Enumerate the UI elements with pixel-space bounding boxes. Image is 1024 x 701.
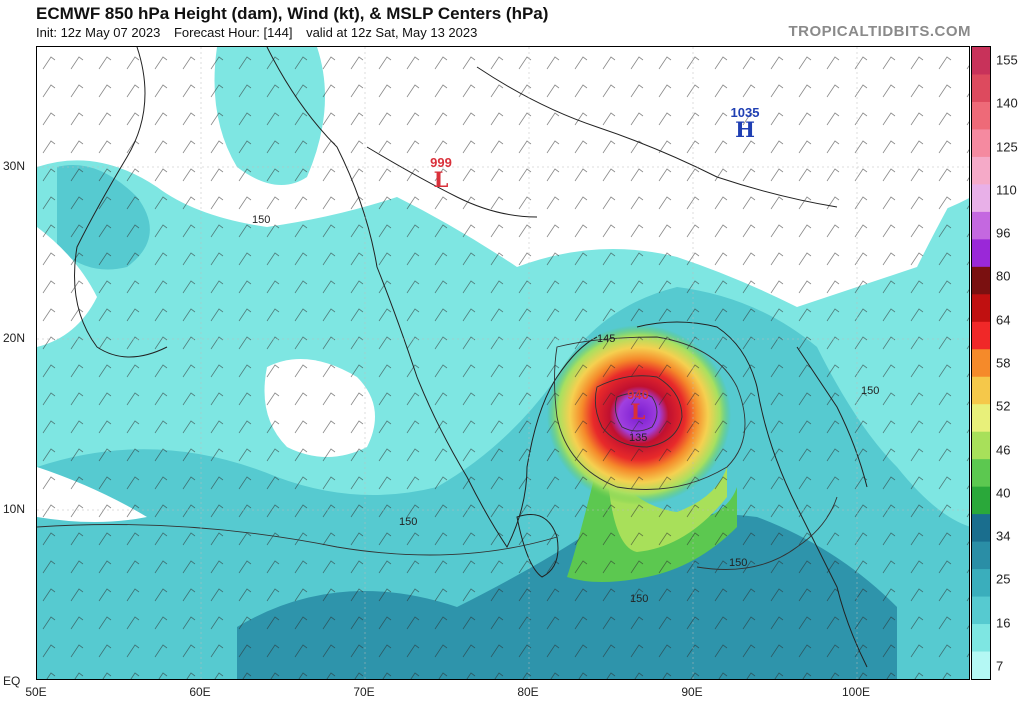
colorbar-swatch xyxy=(972,541,990,570)
colorbar-tick-label: 96 xyxy=(996,225,1011,241)
colorbar-swatch xyxy=(972,129,990,158)
colorbar-tick-label: 80 xyxy=(996,268,1011,284)
colorbar-swatch xyxy=(972,211,990,240)
map-canvas xyxy=(37,47,969,679)
colorbar-tick-label: 140 xyxy=(996,95,1018,111)
map-header: ECMWF 850 hPa Height (dam), Wind (kt), &… xyxy=(0,0,1024,46)
colorbar-tick-label: 34 xyxy=(996,528,1011,544)
height-contours xyxy=(37,336,838,570)
colorbar-tick-label: 155 xyxy=(996,52,1018,68)
pressure-value: 999 xyxy=(430,155,452,170)
colorbar-tick-label: 40 xyxy=(996,485,1011,501)
contour-label: 150 xyxy=(630,593,649,605)
colorbar-tick-label: 25 xyxy=(996,571,1011,587)
contour-label: 145 xyxy=(597,333,616,345)
lon-label-60e: 60E xyxy=(189,685,211,699)
coastlines xyxy=(74,47,868,668)
colorbar-swatch xyxy=(972,266,990,295)
colorbar-tick-label: 64 xyxy=(996,312,1011,328)
lat-label-10n: 10N xyxy=(3,502,26,516)
colorbar-swatch xyxy=(972,294,990,323)
colorbar-swatch xyxy=(972,431,990,460)
high-symbol: H xyxy=(735,117,755,142)
colorbar-tick-label: 7 xyxy=(996,658,1004,674)
colorbar-swatch xyxy=(972,651,990,679)
map-panel xyxy=(36,46,970,680)
colorbar-swatches xyxy=(972,47,990,679)
high-pressure-center-tibet: 1035 H xyxy=(731,106,760,140)
colorbar-tick-label: 46 xyxy=(996,442,1011,458)
lon-label-70e: 70E xyxy=(353,685,375,699)
init-time: Init: 12z May 07 2023 xyxy=(36,25,161,40)
contour-label: 150 xyxy=(252,214,271,226)
low-pressure-center-india: 999 L xyxy=(430,156,452,190)
colorbar-swatch xyxy=(972,156,990,185)
pressure-value: 1035 xyxy=(730,105,760,120)
colorbar-swatch xyxy=(972,321,990,350)
pressure-value: 940 xyxy=(627,387,649,402)
colorbar-swatch xyxy=(972,74,990,103)
contour-label: 135 xyxy=(629,432,648,444)
colorbar-tick-label: 16 xyxy=(996,615,1011,631)
colorbar-swatch xyxy=(972,569,990,598)
low-symbol: L xyxy=(630,399,646,424)
colorbar-swatch xyxy=(972,239,990,268)
cyclone-low-center: 940 L xyxy=(627,388,649,422)
map-subtitle: Init: 12z May 07 2023 Forecast Hour: [14… xyxy=(36,25,487,40)
low-symbol: L xyxy=(433,167,449,192)
colorbar-swatch xyxy=(972,486,990,515)
map-title: ECMWF 850 hPa Height (dam), Wind (kt), &… xyxy=(36,4,549,23)
lat-label-eq: EQ xyxy=(3,674,21,688)
colorbar-swatch xyxy=(972,404,990,433)
lat-label-30n: 30N xyxy=(3,159,26,173)
colorbar-swatch xyxy=(972,47,990,75)
colorbar-swatch xyxy=(972,624,990,653)
lon-label-90e: 90E xyxy=(681,685,703,699)
colorbar-swatch xyxy=(972,101,990,130)
colorbar-swatch xyxy=(972,376,990,405)
colorbar-swatch xyxy=(972,596,990,625)
contour-label: 150 xyxy=(399,516,418,528)
colorbar-tick-label: 125 xyxy=(996,139,1018,155)
contour-label: 150 xyxy=(861,385,880,397)
colorbar-tick-label: 52 xyxy=(996,398,1011,414)
graticule xyxy=(37,47,969,679)
lat-label-20n: 20N xyxy=(3,331,26,345)
brand-watermark: TROPICALTIDBITS.COM xyxy=(788,23,971,40)
lon-label-50e: 50E xyxy=(25,685,47,699)
colorbar-swatch xyxy=(972,184,990,213)
lon-label-80e: 80E xyxy=(517,685,539,699)
wind-speed-colorbar xyxy=(971,46,991,680)
contour-label: 150 xyxy=(729,557,748,569)
forecast-hour: Forecast Hour: [144] xyxy=(173,25,293,40)
colorbar-swatch xyxy=(972,459,990,488)
colorbar-tick-label: 58 xyxy=(996,355,1011,371)
valid-time: valid at 12z Sat, May 13 2023 xyxy=(306,25,478,40)
colorbar-tick-label: 110 xyxy=(996,182,1017,198)
lon-label-100e: 100E xyxy=(841,685,871,699)
colorbar-swatch xyxy=(972,349,990,378)
colorbar-swatch xyxy=(972,514,990,543)
